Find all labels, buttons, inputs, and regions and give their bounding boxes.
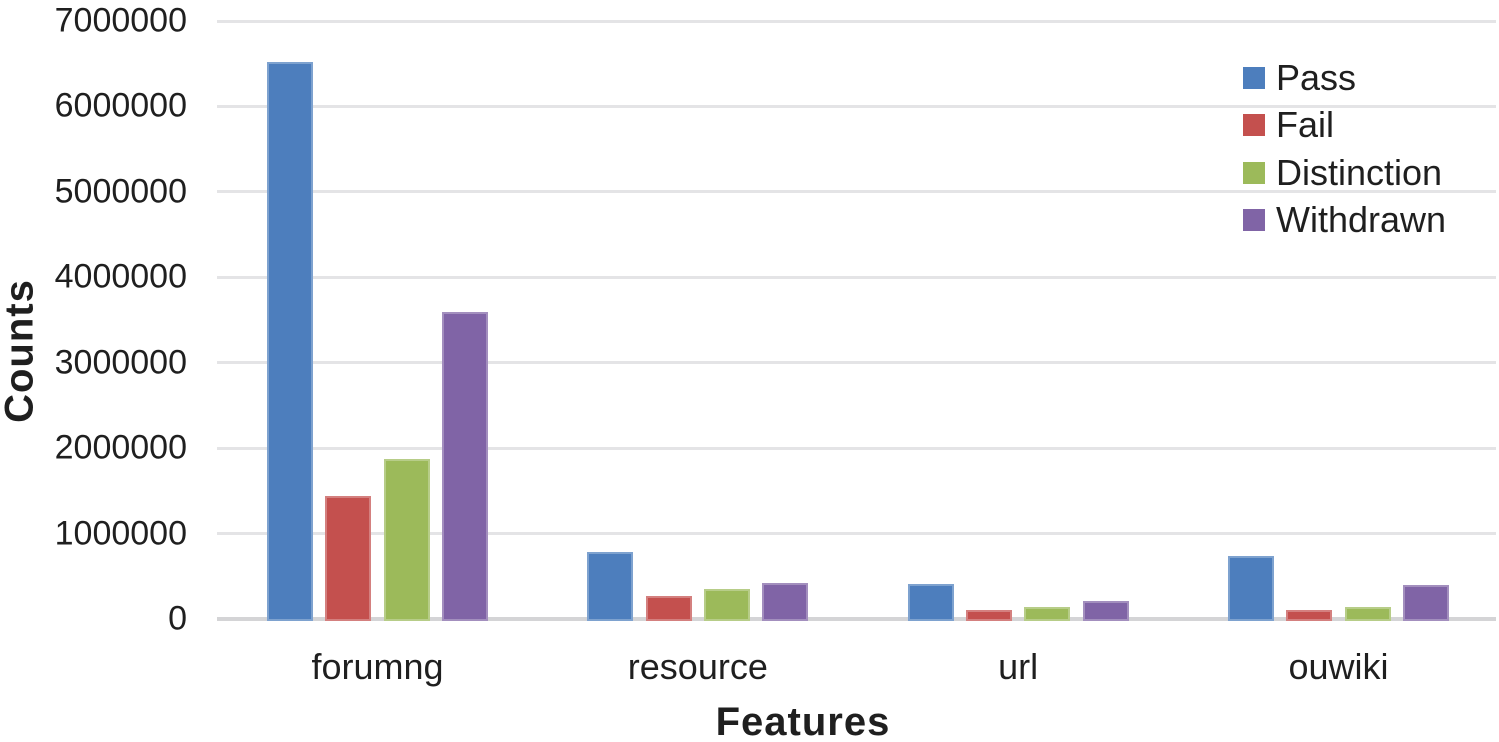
x-axis-line (217, 617, 1496, 621)
bar-ouwiki-distinction (1344, 607, 1391, 621)
gridline-4000000 (217, 275, 1496, 279)
x-category-label-ouwiki: ouwiki (1288, 646, 1389, 687)
legend-label-fail: Fail (1276, 104, 1335, 146)
bar-forumng-distinction (383, 459, 430, 621)
gridline-6000000 (217, 104, 1496, 108)
x-category-label-forumng: forumng (311, 646, 444, 687)
y-tick-label-0: 0 (168, 599, 187, 638)
bar-resource-pass (587, 552, 634, 621)
x-category-label-url: url (998, 646, 1039, 687)
bar-url-distinction (1024, 607, 1071, 621)
gridline-3000000 (217, 361, 1496, 365)
legend-item-pass: Pass (1243, 57, 1356, 99)
bar-forumng-fail (325, 496, 372, 621)
bar-url-withdrawn (1082, 601, 1129, 621)
x-category-label-resource: resource (627, 646, 768, 687)
bar-forumng-pass (267, 62, 313, 621)
y-tick-label-7000000: 7000000 (54, 1, 187, 40)
bar-resource-distinction (703, 589, 750, 621)
bar-url-pass (907, 584, 954, 621)
legend-label-distinction: Distinction (1276, 151, 1443, 193)
y-tick-label-3000000: 3000000 (54, 343, 187, 382)
bar-url-fail (965, 610, 1012, 621)
y-tick-label-6000000: 6000000 (54, 86, 187, 125)
bar-ouwiki-fail (1286, 610, 1333, 621)
bar-forumng-withdrawn (441, 312, 488, 621)
y-tick-label-2000000: 2000000 (54, 428, 187, 467)
legend-swatch-pass (1243, 67, 1265, 89)
bar-resource-withdrawn (762, 583, 809, 621)
x-axis-title: Features (715, 700, 891, 742)
bar-resource-fail (645, 596, 692, 621)
gridline-1000000 (217, 532, 1496, 536)
y-tick-label-5000000: 5000000 (54, 172, 187, 211)
legend-item-withdrawn: Withdrawn (1243, 199, 1446, 241)
legend-item-fail: Fail (1243, 104, 1334, 146)
legend-swatch-distinction (1243, 161, 1265, 184)
gridline-5000000 (217, 190, 1496, 194)
legend-label-withdrawn: Withdrawn (1276, 198, 1447, 240)
bar-ouwiki-pass (1227, 556, 1274, 621)
legend-label-pass: Pass (1276, 57, 1357, 98)
legend-swatch-withdrawn (1243, 208, 1265, 231)
legend-swatch-fail (1243, 114, 1265, 137)
y-tick-label-1000000: 1000000 (54, 514, 187, 553)
gridline-2000000 (217, 446, 1496, 450)
legend-item-distinction: Distinction (1243, 152, 1442, 194)
bar-ouwiki-withdrawn (1402, 585, 1449, 621)
y-tick-label-4000000: 4000000 (54, 257, 187, 296)
gridline-7000000 (217, 19, 1496, 23)
